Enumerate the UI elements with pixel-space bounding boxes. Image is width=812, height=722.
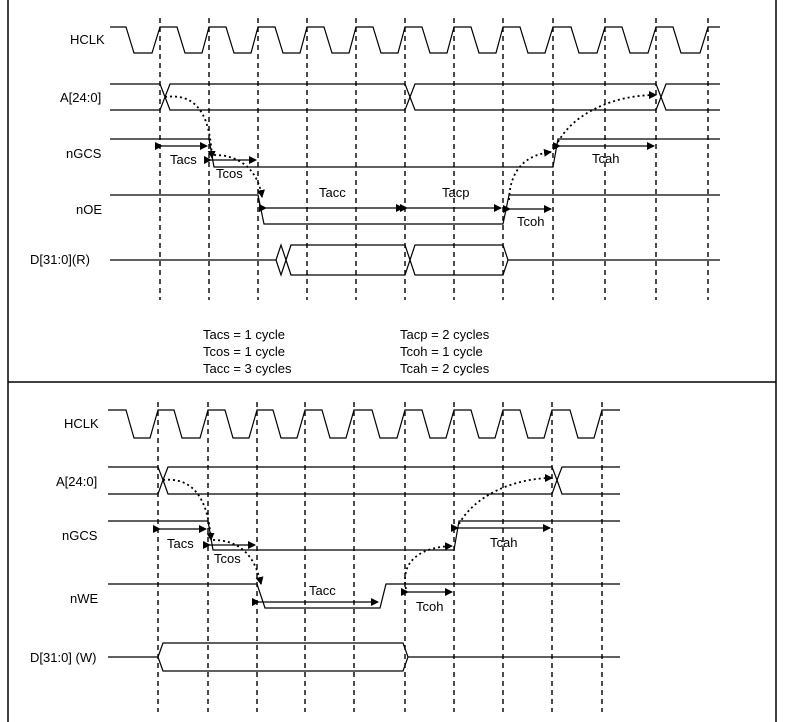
read-tcoh-label: Tcoh [517,214,544,229]
note-tcos: Tcos = 1 cycle [203,344,285,359]
note-tacp: Tacp = 2 cycles [400,327,490,342]
write-cycle-gridlines [157,402,603,712]
read-cycle-gridlines [159,18,709,300]
note-tacc: Tacc = 3 cycles [203,361,292,376]
write-tacs-label: Tacs [167,536,194,551]
read-noe-label: nOE [76,202,102,217]
write-tcah-label: Tcah [490,535,517,550]
read-data-waveform [110,243,720,277]
note-tcoh: Tcoh = 1 cycle [400,344,483,359]
write-panel: HCLK A[24:0] nGCS nWE D[31:0] (W) [30,402,620,712]
write-addr-label: A[24:0] [56,474,97,489]
write-causal-addr-to-ngcs [162,478,215,541]
write-causal-nwe-to-ngcs [404,542,453,590]
read-tacc-label: Tacc [319,185,346,200]
read-causal-noe-to-ngcs [508,148,552,201]
read-timing-arrows [155,142,655,213]
write-data-waveform [108,642,620,672]
write-causal-ngcs-to-addr [458,474,553,525]
read-tacs-label: Tacs [170,152,197,167]
read-causal-ngcs-to-addr [557,91,657,143]
write-ngcs-label: nGCS [62,528,98,543]
read-tcah-label: Tcah [592,151,619,166]
write-tcos-label: Tcos [214,551,241,566]
write-ngcs-waveform [108,520,620,551]
write-nwe-label: nWE [70,591,99,606]
read-causal-arrows [164,91,657,201]
read-tcos-label: Tcos [216,166,243,181]
write-hclk-label: HCLK [64,416,99,431]
read-hclk-waveform [110,26,720,54]
read-addr-label: A[24:0] [60,90,101,105]
read-ngcs-label: nGCS [66,146,102,161]
note-tcah: Tcah = 2 cycles [400,361,490,376]
read-causal-addr-to-ngcs [164,95,216,159]
read-timing-notes: Tacs = 1 cycle Tcos = 1 cycle Tacc = 3 c… [203,327,490,376]
write-causal-arrows [162,474,553,590]
write-nwe-waveform [108,583,620,609]
read-causal-ngcs-to-noe [213,154,265,198]
write-data-label: D[31:0] (W) [30,650,96,665]
write-timing-arrows [153,524,551,606]
write-addr-waveform [108,466,620,495]
read-tacp-label: Tacp [442,185,469,200]
read-panel: HCLK A[24:0] nGCS nOE D[31:0](R) [30,18,720,376]
panel-frame [7,0,777,722]
read-data-label: D[31:0](R) [30,252,90,267]
note-tacs: Tacs = 1 cycle [203,327,285,342]
read-hclk-label: HCLK [70,32,105,47]
read-ngcs-waveform [110,138,720,168]
write-hclk-waveform [108,409,620,439]
read-noe-waveform [110,194,720,225]
write-tacc-label: Tacc [309,583,336,598]
write-tcoh-label: Tcoh [416,599,443,614]
